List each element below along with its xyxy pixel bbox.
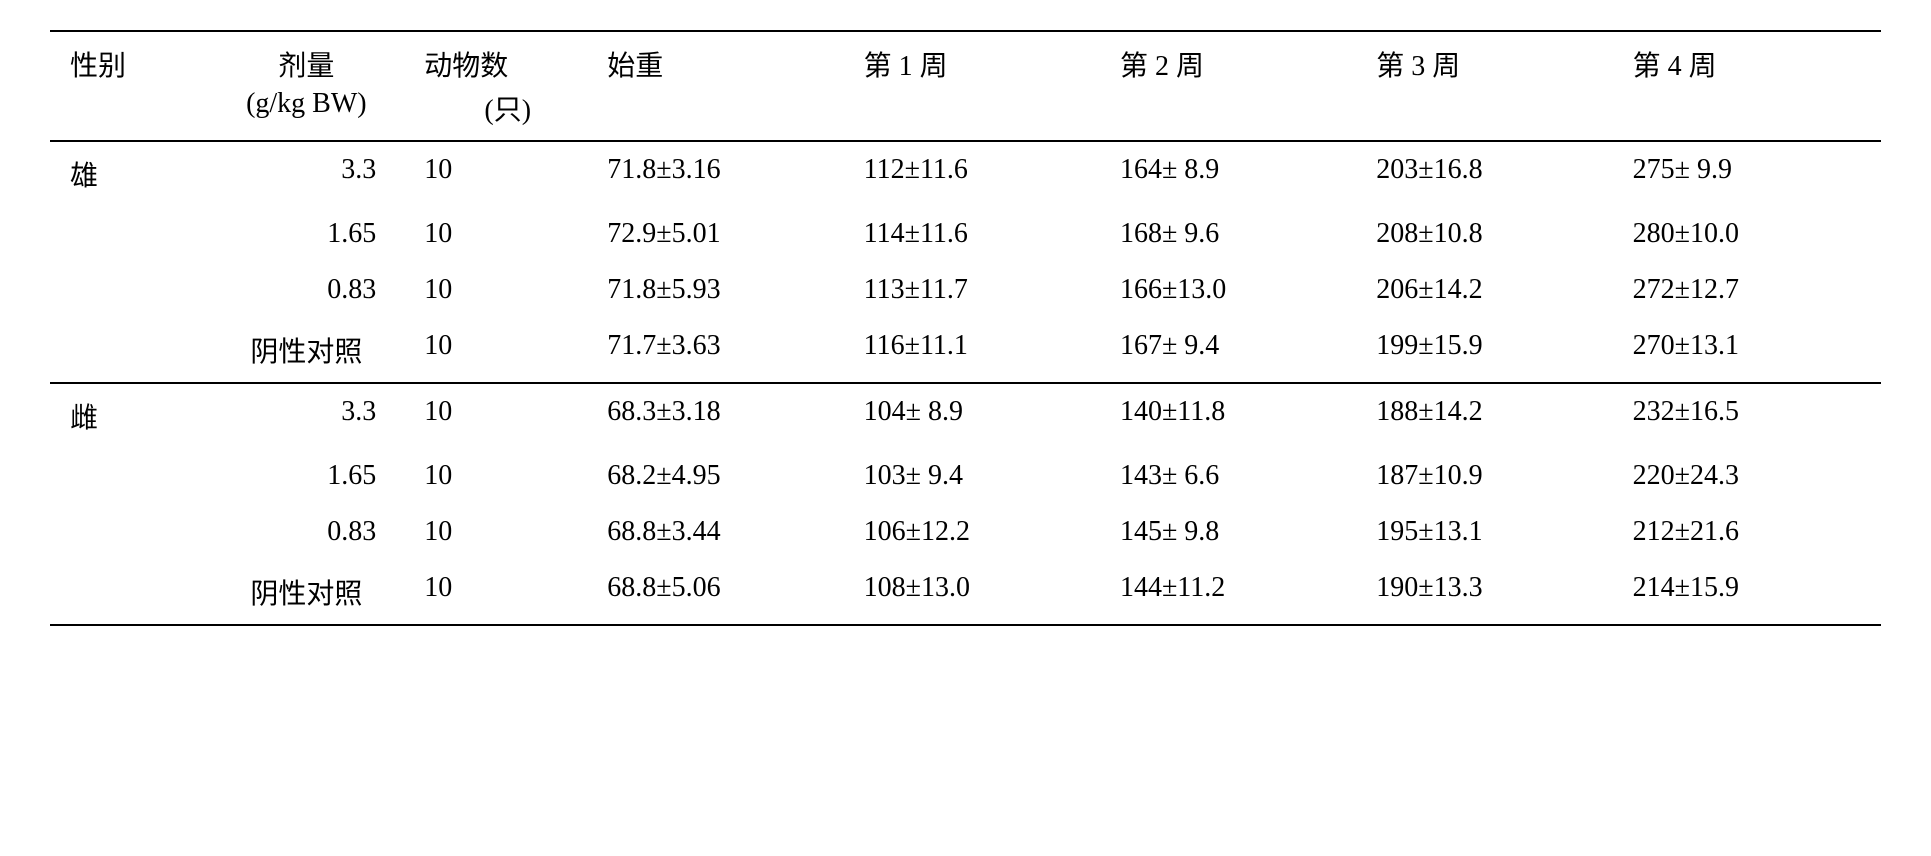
cell-w0: 68.8±3.44 [599, 504, 855, 560]
cell-sex [50, 560, 196, 625]
col-header-dose-unit: (g/kg BW) [196, 88, 416, 141]
cell-w3: 199±15.9 [1368, 318, 1624, 383]
cell-sex [50, 318, 196, 383]
cell-w0: 71.8±3.16 [599, 141, 855, 206]
table-row: 雄3.31071.8±3.16112±11.6164± 8.9203±16.82… [50, 141, 1881, 206]
cell-w4: 270±13.1 [1625, 318, 1881, 383]
col-header-n-unit: (只) [416, 88, 599, 141]
cell-w2: 140±11.8 [1112, 383, 1368, 448]
table-row: 阴性对照1068.8±5.06108±13.0144±11.2190±13.32… [50, 560, 1881, 625]
cell-w0: 68.2±4.95 [599, 448, 855, 504]
cell-w2: 168± 9.6 [1112, 206, 1368, 262]
col-header-w0: 始重 [599, 31, 855, 88]
cell-sex: 雌 [50, 383, 196, 448]
cell-w3: 195±13.1 [1368, 504, 1624, 560]
cell-n: 10 [416, 504, 599, 560]
cell-dose: 0.83 [196, 504, 416, 560]
cell-w3: 188±14.2 [1368, 383, 1624, 448]
cell-sex [50, 448, 196, 504]
cell-n: 10 [416, 448, 599, 504]
col-header-w3: 第 3 周 [1368, 31, 1624, 88]
cell-w1: 103± 9.4 [856, 448, 1112, 504]
cell-w2: 167± 9.4 [1112, 318, 1368, 383]
table-row: 1.651072.9±5.01114±11.6168± 9.6208±10.82… [50, 206, 1881, 262]
table-row: 0.831068.8±3.44106±12.2145± 9.8195±13.12… [50, 504, 1881, 560]
cell-dose: 阴性对照 [196, 560, 416, 625]
cell-n: 10 [416, 560, 599, 625]
table-row: 阴性对照1071.7±3.63116±11.1167± 9.4199±15.92… [50, 318, 1881, 383]
cell-w3: 208±10.8 [1368, 206, 1624, 262]
table-row: 1.651068.2±4.95103± 9.4143± 6.6187±10.92… [50, 448, 1881, 504]
cell-w1: 116±11.1 [856, 318, 1112, 383]
table-row: 雌3.31068.3±3.18104± 8.9140±11.8188±14.22… [50, 383, 1881, 448]
cell-w2: 145± 9.8 [1112, 504, 1368, 560]
cell-dose: 1.65 [196, 448, 416, 504]
cell-w3: 203±16.8 [1368, 141, 1624, 206]
cell-w3: 187±10.9 [1368, 448, 1624, 504]
cell-w4: 272±12.7 [1625, 262, 1881, 318]
cell-w4: 220±24.3 [1625, 448, 1881, 504]
cell-n: 10 [416, 318, 599, 383]
cell-sex [50, 262, 196, 318]
cell-w2: 144±11.2 [1112, 560, 1368, 625]
cell-w3: 190±13.3 [1368, 560, 1624, 625]
cell-w1: 113±11.7 [856, 262, 1112, 318]
cell-w3: 206±14.2 [1368, 262, 1624, 318]
cell-sex: 雄 [50, 141, 196, 206]
cell-dose: 3.3 [196, 141, 416, 206]
cell-w0: 68.8±5.06 [599, 560, 855, 625]
cell-n: 10 [416, 383, 599, 448]
cell-w1: 112±11.6 [856, 141, 1112, 206]
cell-w1: 106±12.2 [856, 504, 1112, 560]
cell-sex [50, 504, 196, 560]
cell-dose: 3.3 [196, 383, 416, 448]
cell-dose: 阴性对照 [196, 318, 416, 383]
cell-dose: 0.83 [196, 262, 416, 318]
cell-w0: 71.7±3.63 [599, 318, 855, 383]
col-header-w2: 第 2 周 [1112, 31, 1368, 88]
cell-n: 10 [416, 262, 599, 318]
cell-dose: 1.65 [196, 206, 416, 262]
cell-w1: 108±13.0 [856, 560, 1112, 625]
col-header-dose: 剂量 [196, 31, 416, 88]
cell-n: 10 [416, 206, 599, 262]
cell-w4: 214±15.9 [1625, 560, 1881, 625]
cell-w4: 275± 9.9 [1625, 141, 1881, 206]
cell-w4: 212±21.6 [1625, 504, 1881, 560]
col-header-sex: 性别 [50, 31, 196, 88]
col-header-w4: 第 4 周 [1625, 31, 1881, 88]
cell-w4: 280±10.0 [1625, 206, 1881, 262]
col-header-w1: 第 1 周 [856, 31, 1112, 88]
cell-w0: 71.8±5.93 [599, 262, 855, 318]
cell-w0: 68.3±3.18 [599, 383, 855, 448]
cell-w4: 232±16.5 [1625, 383, 1881, 448]
cell-sex [50, 206, 196, 262]
cell-w2: 166±13.0 [1112, 262, 1368, 318]
cell-w0: 72.9±5.01 [599, 206, 855, 262]
weight-table: 性别 剂量 动物数 始重 第 1 周 第 2 周 第 3 周 第 4 周 (g/… [50, 30, 1881, 626]
cell-w1: 104± 8.9 [856, 383, 1112, 448]
cell-w2: 164± 8.9 [1112, 141, 1368, 206]
cell-w2: 143± 6.6 [1112, 448, 1368, 504]
table-row: 0.831071.8±5.93113±11.7166±13.0206±14.22… [50, 262, 1881, 318]
cell-n: 10 [416, 141, 599, 206]
col-header-n: 动物数 [416, 31, 599, 88]
cell-w1: 114±11.6 [856, 206, 1112, 262]
